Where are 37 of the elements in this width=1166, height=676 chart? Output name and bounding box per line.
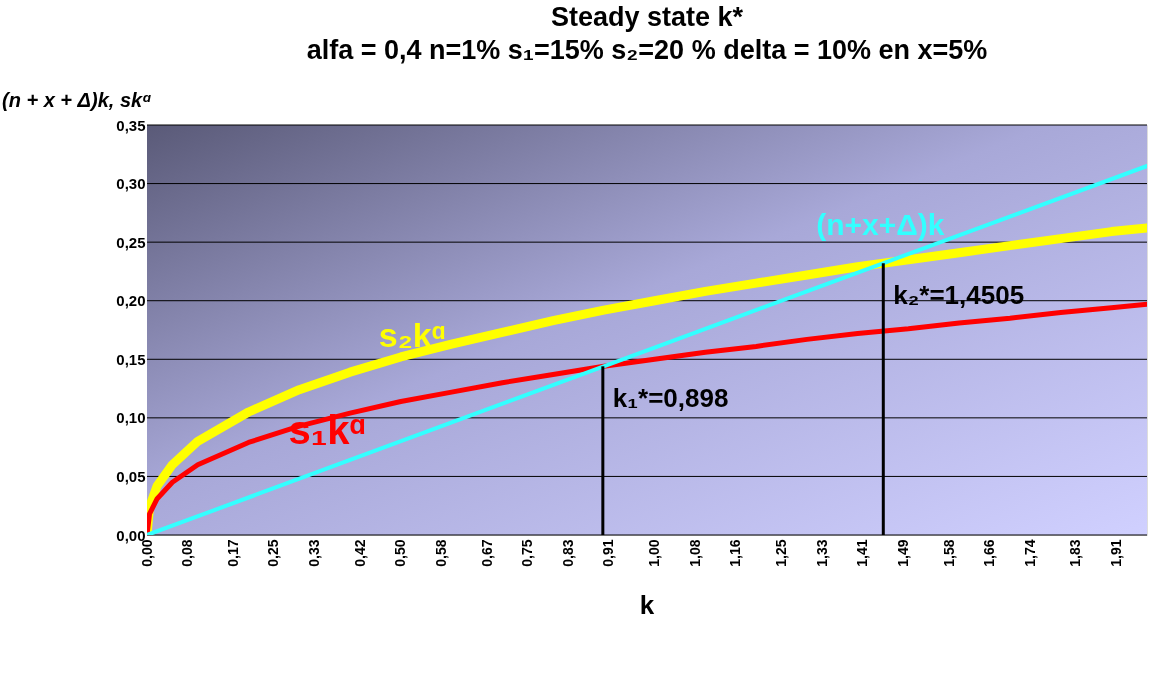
chart-subtitle: alfa = 0,4 n=1% s₁=15% s₂=20 % delta = 10% en x=5%: [306, 35, 988, 65]
x-tick-label: 0,33: [306, 539, 323, 567]
x-tick-label: 1,25: [773, 539, 790, 567]
y-tick-label: 0,30: [116, 175, 146, 193]
x-tick-label: 1,83: [1067, 539, 1084, 567]
y-tick-label: 0,35: [116, 116, 146, 134]
y-tick-label: 0,05: [116, 467, 146, 485]
x-axis-title: k: [639, 590, 655, 620]
x-tick-label: 0,50: [392, 539, 409, 567]
x-tick-label: 0,91: [600, 539, 617, 567]
x-tick-label: 1,16: [727, 539, 744, 567]
x-tick-label: 1,41: [854, 539, 871, 567]
annotation: k₁*=0,898: [612, 383, 729, 414]
x-tick-label: 1,74: [1021, 539, 1038, 567]
x-tick-label: 1,66: [981, 539, 998, 567]
series-label: (n+x+Δ)k: [816, 207, 945, 241]
x-tick-label: 1,49: [894, 539, 911, 567]
x-tick-label: 0,83: [559, 539, 576, 567]
y-tick-label: 0,20: [116, 292, 146, 310]
y-axis-title: (n + x + Δ)k, skᵅ: [2, 89, 152, 111]
chart-title: Steady state k*: [550, 2, 744, 32]
x-tick-label: 0,58: [432, 539, 449, 567]
x-tick-label: 1,91: [1108, 539, 1125, 567]
x-tick-label: 0,67: [478, 539, 495, 567]
x-tick-label: 0,17: [224, 539, 241, 567]
y-tick-label: 0,15: [116, 350, 146, 368]
x-tick-label: 1,33: [813, 539, 830, 567]
y-tick-label: 0,25: [116, 233, 146, 251]
x-tick-label: 0,75: [519, 539, 536, 567]
x-tick-label: 0,25: [265, 539, 282, 567]
x-tick-label: 1,00: [646, 539, 663, 567]
x-tick-label: 0,08: [179, 539, 196, 567]
x-tick-label: 1,08: [686, 539, 703, 567]
series-label: s₂kᵅ: [378, 315, 446, 354]
y-tick-label: 0,10: [116, 409, 146, 427]
x-tick-label: 0,42: [351, 539, 368, 567]
x-tick-label: 1,58: [940, 539, 957, 567]
